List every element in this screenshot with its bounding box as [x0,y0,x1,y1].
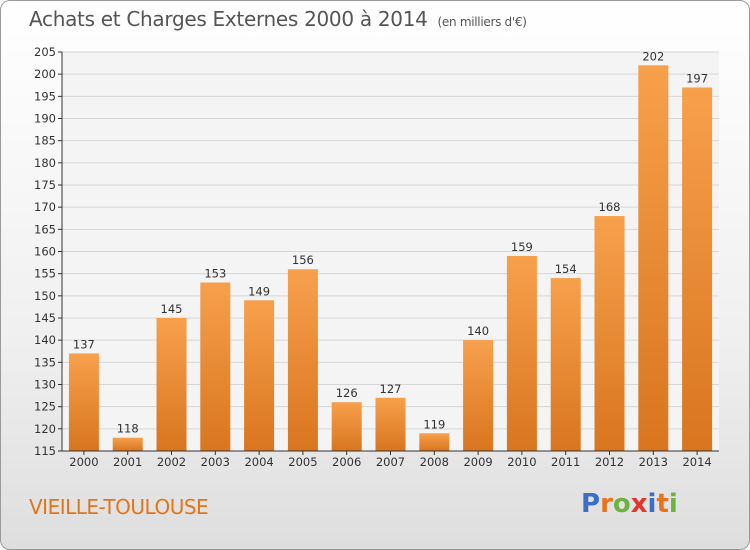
x-tick-label: 2014 [682,455,711,469]
y-tick-label: 115 [34,444,56,458]
y-tick-label: 160 [34,245,56,259]
data-label: 156 [292,253,314,267]
logo-letter: P [581,489,601,519]
y-tick-label: 125 [34,400,56,414]
bar [638,65,669,452]
x-tick-label: 2009 [463,455,492,469]
chart-title-text: Achats et Charges Externes 2000 à 2014 [29,7,428,31]
bar [594,216,625,451]
y-tick-label: 170 [34,200,56,214]
data-label: 118 [117,422,139,436]
bar [463,340,494,451]
data-label: 197 [686,71,708,85]
bar [68,353,99,451]
y-tick-label: 175 [34,178,56,192]
bar [156,318,187,451]
data-label: 154 [555,262,577,276]
logo-letter: o [612,489,631,519]
y-tick-label: 135 [34,355,56,369]
bar [112,437,143,451]
y-tick-label: 140 [34,333,56,347]
town-name: VIEILLE-TOULOUSE [29,495,209,519]
x-tick-label: 2003 [201,455,230,469]
logo-letter: i [647,489,657,519]
chart-title: Achats et Charges Externes 2000 à 2014 (e… [29,7,527,31]
y-tick-label: 165 [34,222,56,236]
x-tick-label: 2004 [244,455,273,469]
x-tick-label: 2000 [69,455,98,469]
x-tick-label: 2008 [420,455,449,469]
logo-letter: t [656,489,669,519]
y-tick-label: 190 [34,112,56,126]
y-tick-label: 120 [34,422,56,436]
x-tick-label: 2012 [595,455,624,469]
bar [550,278,581,451]
chart-subtitle: (en milliers d'€) [437,15,527,29]
proxiti-logo: Proxiti [581,489,678,519]
y-tick-label: 205 [34,45,56,59]
data-label: 159 [511,240,533,254]
x-tick-label: 2001 [113,455,142,469]
bar [419,433,450,451]
y-tick-label: 200 [34,67,56,81]
data-label: 153 [204,267,226,281]
logo-letter: r [600,489,613,519]
y-tick-label: 150 [34,289,56,303]
data-label: 119 [423,417,445,431]
bar [375,397,406,451]
bar [244,300,275,451]
bar [331,402,362,451]
y-tick-label: 145 [34,311,56,325]
data-label: 140 [467,324,489,338]
x-tick-label: 2013 [639,455,668,469]
y-tick-label: 185 [34,134,56,148]
bar [287,269,318,451]
x-tick-label: 2002 [157,455,186,469]
y-tick-label: 130 [34,378,56,392]
logo-letter: x [630,489,648,519]
data-label: 137 [73,337,95,351]
logo-letter: i [668,489,678,519]
x-tick-label: 2010 [507,455,536,469]
y-tick-label: 195 [34,89,56,103]
data-label: 202 [642,49,664,63]
x-tick-label: 2011 [551,455,580,469]
bar [506,255,537,451]
y-tick-label: 180 [34,156,56,170]
bar [682,87,713,451]
data-label: 126 [336,386,358,400]
data-label: 149 [248,284,270,298]
x-tick-label: 2006 [332,455,361,469]
data-label: 168 [599,200,621,214]
bar [200,282,231,451]
data-label: 127 [380,382,402,396]
x-tick-label: 2005 [288,455,317,469]
y-tick-label: 155 [34,267,56,281]
data-label: 145 [161,302,183,316]
x-tick-label: 2007 [376,455,405,469]
